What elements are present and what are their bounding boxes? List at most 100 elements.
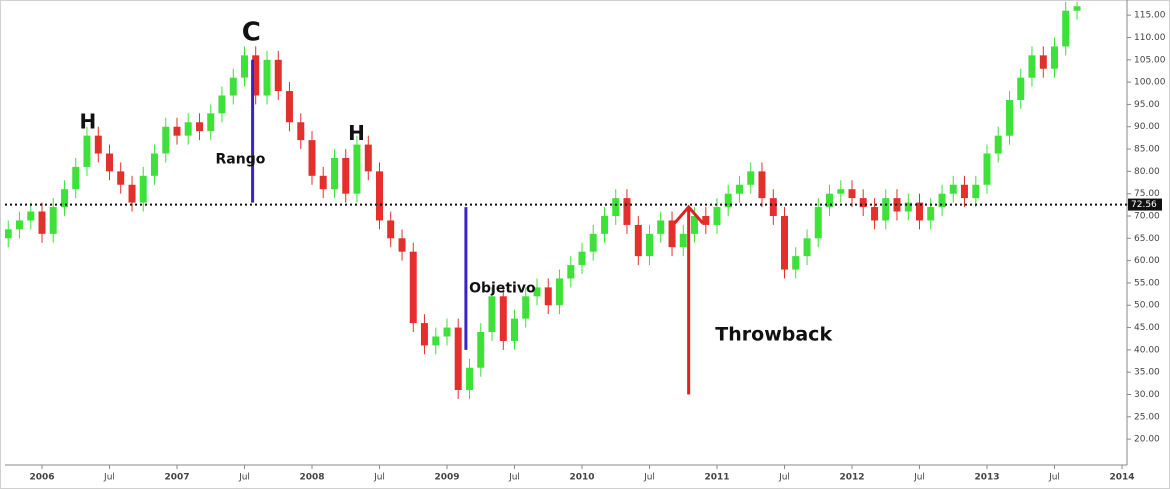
candle-body (567, 265, 575, 279)
candle-body (814, 207, 822, 239)
candle-body (150, 153, 158, 176)
candle-body (252, 55, 260, 96)
candle-body (949, 184, 957, 194)
candle-body (49, 207, 57, 234)
candle-body (117, 171, 125, 185)
candle-body (454, 327, 462, 391)
candle-body (983, 153, 991, 185)
candle-body (72, 166, 80, 190)
y-tick-label: 30.00 (1134, 390, 1160, 400)
candle-body (1039, 55, 1047, 69)
candle-body (387, 220, 395, 239)
candle-body (825, 193, 833, 208)
candle-body (229, 77, 237, 96)
candle-body (488, 296, 496, 333)
candle-body (342, 157, 350, 194)
y-tick-label: 50.00 (1134, 301, 1160, 311)
y-tick-label: 80.00 (1134, 167, 1160, 177)
candle-body (139, 175, 147, 203)
candle-body (589, 233, 597, 252)
candle-body (634, 224, 642, 257)
x-tick-label: 2009 (434, 473, 459, 483)
candle-body (420, 323, 428, 346)
candle-body (5, 229, 12, 239)
candle-body (240, 55, 248, 78)
candle-body (477, 332, 485, 368)
y-tick-label: 20.00 (1134, 435, 1160, 445)
candle-body (736, 184, 744, 194)
annotation: H (80, 110, 97, 134)
x-tick-label: Jul (238, 473, 250, 483)
candle-body (15, 220, 23, 230)
candle-body (1073, 6, 1081, 11)
candle-body (105, 153, 113, 172)
candle-body (713, 207, 721, 225)
candle-body (803, 238, 811, 257)
candle-body (544, 287, 552, 306)
candle-body (263, 59, 271, 96)
x-tick-label: 2006 (29, 473, 54, 483)
x-tick-label: Jul (103, 473, 115, 483)
x-tick-label: Jul (913, 473, 925, 483)
candle-body (904, 202, 912, 212)
x-tick-label: 2011 (704, 473, 729, 483)
y-tick-label: 45.00 (1134, 323, 1160, 333)
candle-body (645, 233, 653, 257)
candle-body (927, 207, 935, 221)
candle-body (353, 144, 361, 194)
candle-body (859, 198, 867, 208)
candle-body (83, 135, 91, 167)
candle-body (196, 122, 204, 132)
candle-body (522, 296, 530, 319)
candle-body (533, 287, 541, 297)
candle-body (1062, 10, 1070, 47)
arrow-head (673, 204, 704, 225)
candle-body (690, 215, 698, 234)
y-tick-label: 55.00 (1134, 278, 1160, 288)
annotation: H (348, 121, 365, 145)
x-tick-label: Jul (1048, 473, 1060, 483)
candle-body (916, 202, 924, 221)
plot-area (5, 1, 1081, 399)
candle-body (679, 233, 687, 248)
candle-body (1028, 55, 1036, 78)
candle-body (623, 198, 631, 225)
candle-body (364, 144, 372, 172)
x-tick-label: 2010 (569, 473, 594, 483)
candle-body (61, 189, 69, 208)
candle-body (308, 140, 316, 176)
candle-body (207, 113, 215, 132)
y-tick-label: 25.00 (1134, 412, 1160, 422)
candle-body (184, 122, 192, 136)
candle-body (747, 171, 755, 185)
candle-body (848, 189, 856, 199)
candle-body (994, 135, 1002, 154)
candle-body (612, 198, 620, 216)
candle-body (555, 278, 563, 306)
candle-body (792, 256, 800, 270)
y-tick-label: 60.00 (1134, 256, 1160, 266)
candle-body (882, 198, 890, 221)
x-tick-label: 2007 (164, 473, 189, 483)
y-tick-label: 110.00 (1134, 33, 1166, 43)
candle-body (578, 251, 586, 266)
candle-body (432, 336, 440, 346)
candle-body (668, 220, 676, 248)
candle-body (162, 126, 170, 154)
candle-body (1051, 46, 1059, 69)
candle-body (724, 193, 732, 208)
annotation: Rango (216, 151, 266, 167)
x-tick-label: 2008 (299, 473, 324, 483)
candle-body (499, 296, 507, 341)
candle-body (409, 251, 417, 324)
candle-body (510, 318, 518, 341)
candle-body (285, 91, 293, 123)
candle-body (758, 171, 766, 199)
candle-body (331, 157, 339, 190)
candle-body (769, 198, 777, 216)
candle-body (601, 215, 609, 234)
x-tick-label: Jul (643, 473, 655, 483)
candle-body (94, 135, 102, 154)
